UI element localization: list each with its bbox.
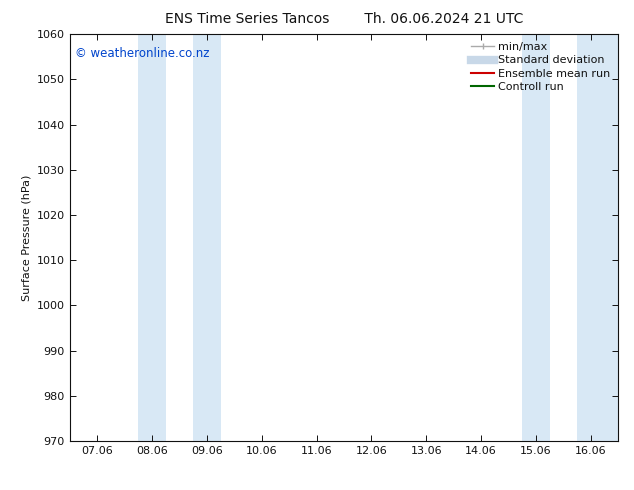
Bar xyxy=(522,34,550,441)
Bar xyxy=(138,34,165,441)
Y-axis label: Surface Pressure (hPa): Surface Pressure (hPa) xyxy=(21,174,31,301)
Bar xyxy=(193,34,221,441)
Title: ENS Time Series Tancos        Th. 06.06.2024 21 UTC: ENS Time Series Tancos Th. 06.06.2024 21… xyxy=(165,12,523,26)
Text: © weatheronline.co.nz: © weatheronline.co.nz xyxy=(75,47,210,59)
Bar xyxy=(577,34,618,441)
Legend: min/max, Standard deviation, Ensemble mean run, Controll run: min/max, Standard deviation, Ensemble me… xyxy=(467,38,615,97)
